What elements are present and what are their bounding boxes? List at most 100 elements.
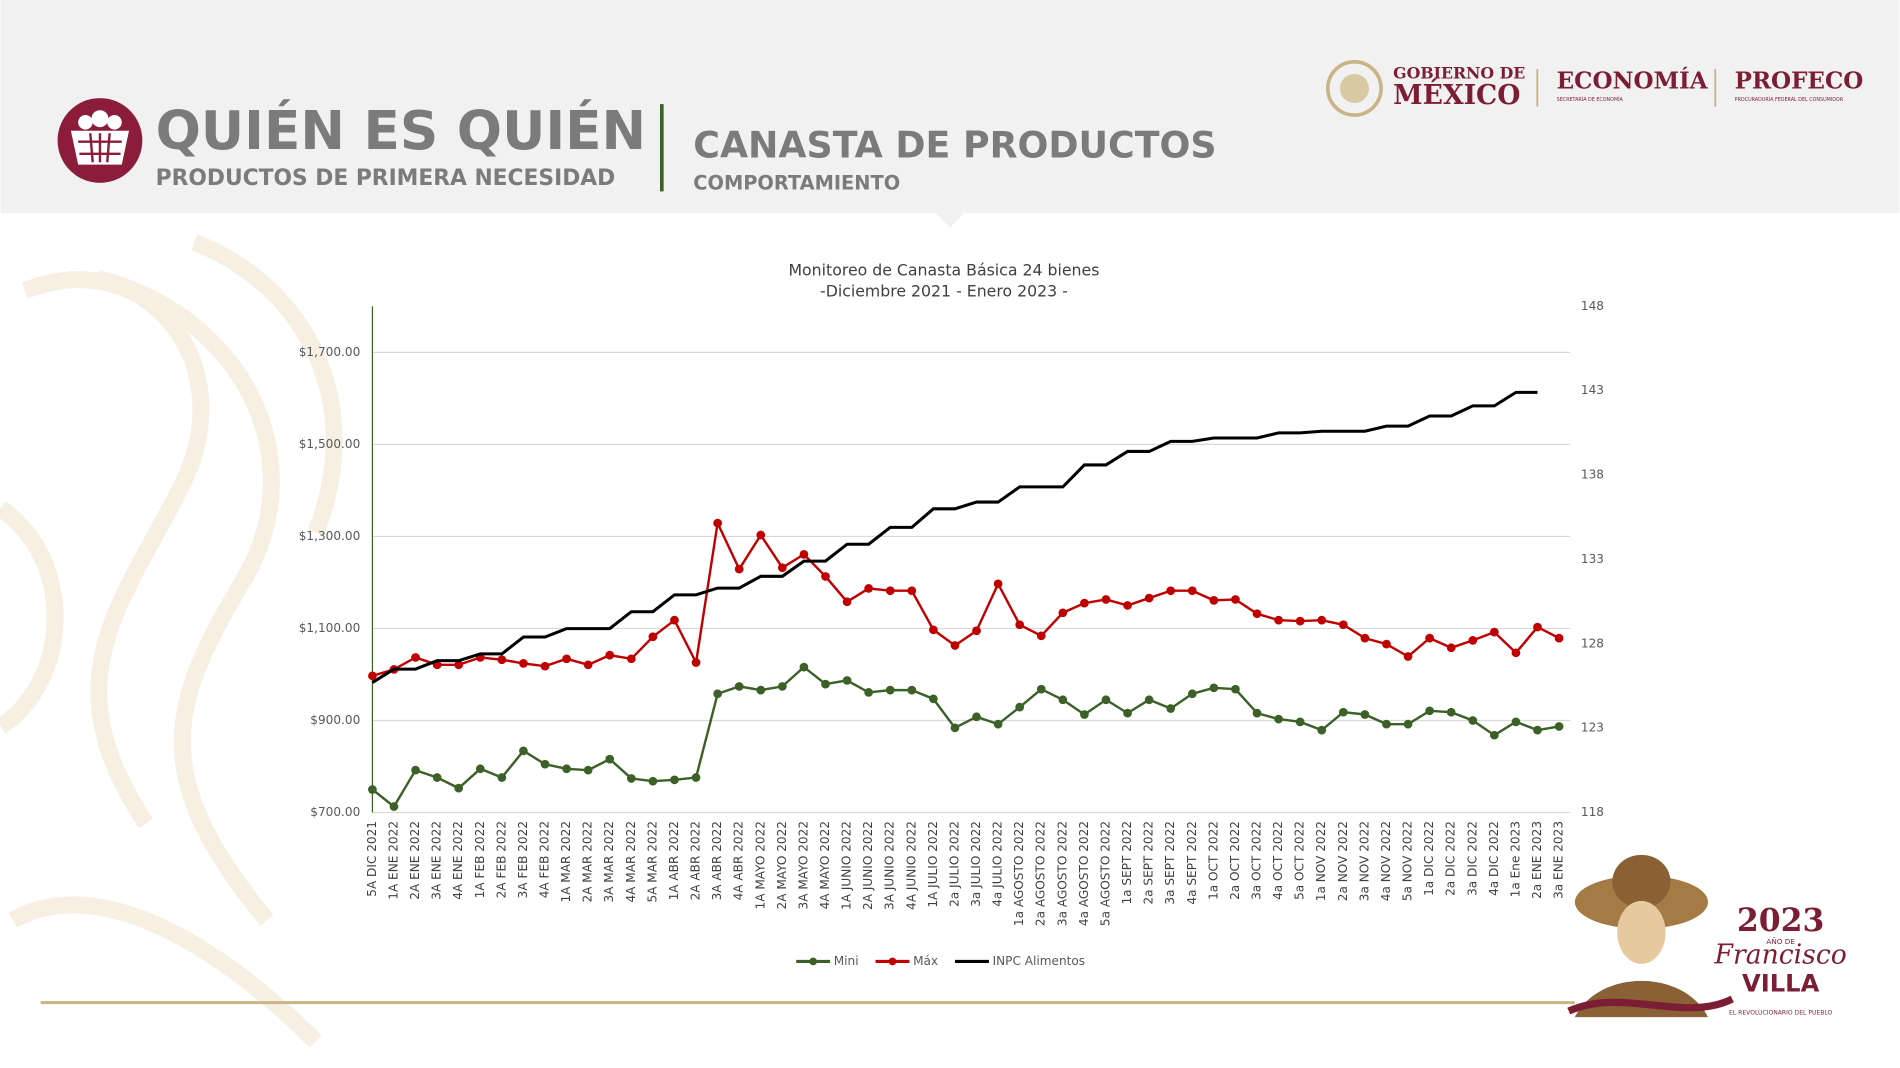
x-tick-label: 1a SEPT 2022 <box>1120 821 1134 905</box>
data-point <box>1187 586 1197 596</box>
data-point <box>1511 717 1521 727</box>
data-point <box>799 550 809 559</box>
x-tick-label: 1A MAYO 2022 <box>753 821 767 909</box>
legend-label: INPC Alimentos <box>993 954 1086 968</box>
data-point <box>1360 633 1370 643</box>
x-tick-label: 1A MAR 2022 <box>559 821 573 903</box>
data-point <box>1317 725 1327 735</box>
x-tick-label: 1a OCT 2022 <box>1206 821 1220 900</box>
chart-title: Monitoreo de Canasta Básica 24 bienes <box>788 261 1099 280</box>
data-point <box>497 773 507 782</box>
x-tick-label: 2A JUNIO 2022 <box>861 821 875 910</box>
data-point <box>1144 593 1154 603</box>
gobierno-line2: MÉXICO <box>1393 79 1520 111</box>
x-tick-label: 4A MAYO 2022 <box>818 821 832 909</box>
basket-grid <box>78 133 122 163</box>
data-point <box>432 773 442 782</box>
data-point <box>475 764 485 774</box>
villa-portrait <box>1567 854 1734 1018</box>
data-point <box>929 694 938 704</box>
data-point <box>1468 636 1478 645</box>
data-point <box>1252 708 1262 718</box>
x-tick-label: 4A ENE 2022 <box>451 821 465 900</box>
data-point <box>1468 716 1478 725</box>
data-point <box>1446 707 1456 717</box>
x-tick-label: 1a Ene 2023 <box>1508 821 1522 897</box>
x-tick-label: 2A ABR 2022 <box>689 821 703 900</box>
section-subtitle: COMPORTAMIENTO <box>693 172 900 195</box>
gobierno-line1: GOBIERNO DE <box>1393 63 1525 82</box>
data-point <box>972 712 981 722</box>
data-point <box>1166 586 1176 596</box>
x-tick-label: 3a NOV 2022 <box>1357 821 1371 901</box>
x-tick-label: 3A MAYO 2022 <box>796 821 810 909</box>
data-point <box>1058 608 1068 618</box>
y2-tick-label: 138 <box>1581 468 1604 482</box>
x-tick-label: 5A DIC 2021 <box>365 821 379 897</box>
profeco: PROFECO <box>1735 67 1864 94</box>
data-point <box>540 661 550 671</box>
data-point <box>519 746 528 756</box>
data-point <box>1123 708 1132 718</box>
data-point <box>821 679 830 689</box>
data-point <box>1511 648 1521 658</box>
data-point <box>626 654 636 664</box>
data-point <box>864 688 874 697</box>
x-tick-label: 3A FEB 2022 <box>516 821 530 898</box>
data-point <box>1015 702 1025 712</box>
header-title: QUIÉN ES QUIÉN <box>156 99 646 162</box>
data-point <box>950 641 960 650</box>
data-point <box>1101 695 1111 705</box>
data-point <box>1403 719 1413 729</box>
data-point <box>1489 627 1499 637</box>
data-point <box>1166 704 1176 713</box>
header-subtitle: PRODUCTOS DE PRIMERA NECESIDAD <box>156 166 616 191</box>
data-point <box>907 586 917 596</box>
x-tick-label: 2A FEB 2022 <box>494 821 508 898</box>
data-point <box>842 597 852 607</box>
x-tick-label: 2A MAR 2022 <box>581 821 595 903</box>
x-tick-label: 4a OCT 2022 <box>1271 821 1285 900</box>
data-point <box>583 765 593 775</box>
data-point <box>821 572 830 581</box>
y-tick-label: $1,300.00 <box>299 529 361 543</box>
x-tick-label: 5a OCT 2022 <box>1293 821 1307 900</box>
y-tick-label: $1,100.00 <box>299 621 361 635</box>
economia-sub: SECRETARÍA DE ECONOMÍA <box>1557 96 1624 103</box>
data-point <box>454 660 464 670</box>
x-tick-label: 5a NOV 2022 <box>1401 821 1415 901</box>
data-point <box>842 676 852 685</box>
data-point <box>1123 601 1132 610</box>
x-tick-label: 3A MAR 2022 <box>602 821 616 903</box>
x-tick-label: 1A ABR 2022 <box>667 821 681 900</box>
footer-tagline: EL REVOLUCIONARIO DEL PUEBLO <box>1729 1009 1832 1016</box>
x-tick-label: 4A JUNIO 2022 <box>904 821 918 910</box>
footer-year: 2023 <box>1737 902 1825 939</box>
y2-tick-label: 128 <box>1581 636 1604 650</box>
x-tick-label: 2a SEPT 2022 <box>1142 821 1156 905</box>
data-point <box>605 650 615 660</box>
profeco-sub: PROCURADURÍA FEDERAL DEL CONSUMIDOR <box>1735 96 1844 103</box>
data-point <box>756 530 766 540</box>
series-line <box>372 518 1560 678</box>
data-point <box>777 563 787 573</box>
data-point <box>1015 620 1025 630</box>
data-point <box>734 682 744 691</box>
data-point <box>562 764 571 774</box>
data-point <box>1101 595 1111 604</box>
data-point <box>756 685 766 695</box>
background-pattern <box>0 234 343 1048</box>
data-point <box>713 518 722 528</box>
footer-name1: Francisco <box>1714 940 1847 971</box>
x-tick-label: 2A MAYO 2022 <box>775 821 789 909</box>
x-tick-label: 2A ENE 2022 <box>408 821 422 900</box>
data-point <box>411 765 420 775</box>
data-point <box>1317 615 1327 625</box>
seal <box>1325 59 1383 117</box>
data-point <box>993 579 1003 589</box>
x-tick-label: 3A ABR 2022 <box>710 821 724 900</box>
x-tick-label: 4a DIC 2022 <box>1487 821 1501 896</box>
data-point <box>1080 710 1089 719</box>
data-point <box>1295 616 1305 626</box>
